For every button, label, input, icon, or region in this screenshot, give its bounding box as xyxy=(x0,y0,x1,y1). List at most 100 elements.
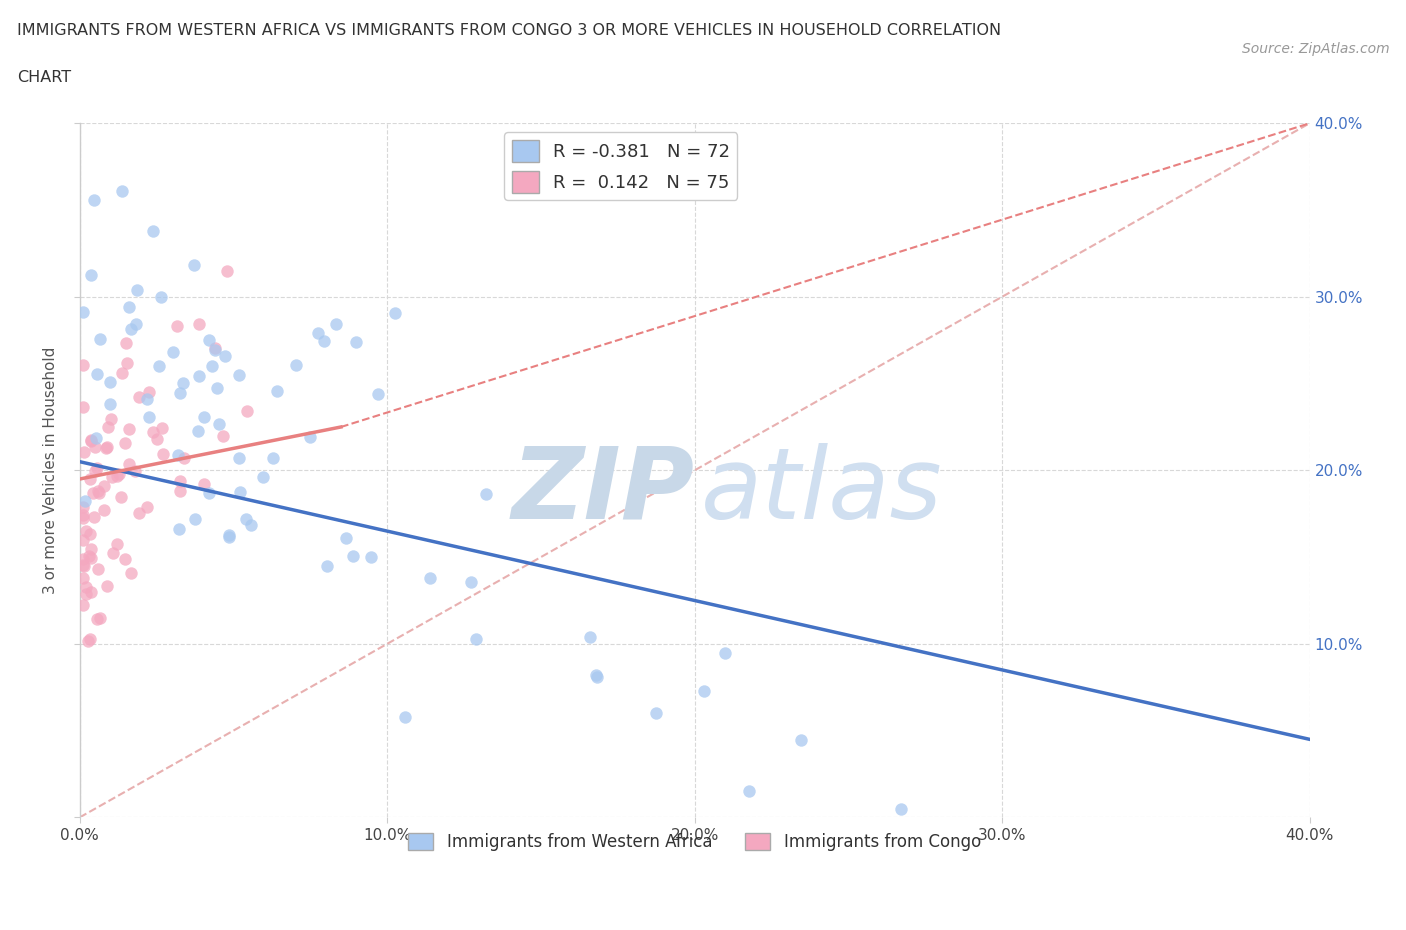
Point xyxy=(118,457,141,472)
Point xyxy=(285,357,308,372)
Point xyxy=(342,549,364,564)
Point xyxy=(72,507,94,522)
Point xyxy=(152,446,174,461)
Point xyxy=(166,447,188,462)
Point xyxy=(128,390,150,405)
Point xyxy=(188,368,211,383)
Point xyxy=(72,552,94,567)
Point xyxy=(83,510,105,525)
Point xyxy=(96,578,118,593)
Point xyxy=(419,570,441,585)
Point xyxy=(644,706,666,721)
Point xyxy=(325,317,347,332)
Point xyxy=(212,428,235,443)
Point xyxy=(135,499,157,514)
Point xyxy=(239,518,262,533)
Point xyxy=(148,359,170,374)
Point xyxy=(87,484,110,498)
Point xyxy=(299,430,322,445)
Point xyxy=(585,668,607,683)
Point xyxy=(86,612,108,627)
Point xyxy=(72,305,94,320)
Point xyxy=(367,387,389,402)
Point xyxy=(75,524,97,538)
Point xyxy=(167,522,190,537)
Point xyxy=(120,322,142,337)
Point xyxy=(184,512,207,526)
Point xyxy=(266,384,288,399)
Point xyxy=(360,550,382,565)
Point xyxy=(172,376,194,391)
Point xyxy=(125,317,148,332)
Point xyxy=(72,598,94,613)
Text: ZIP: ZIP xyxy=(512,443,695,539)
Point xyxy=(89,611,111,626)
Text: Source: ZipAtlas.com: Source: ZipAtlas.com xyxy=(1241,42,1389,56)
Point xyxy=(201,358,224,373)
Point xyxy=(228,451,250,466)
Point xyxy=(100,411,122,426)
Point xyxy=(465,631,488,646)
Point xyxy=(80,432,103,447)
Point xyxy=(169,473,191,488)
Point xyxy=(314,333,336,348)
Text: atlas: atlas xyxy=(700,443,942,539)
Point xyxy=(80,433,103,448)
Point xyxy=(146,432,169,447)
Point xyxy=(80,542,103,557)
Point xyxy=(79,527,101,542)
Point xyxy=(214,349,236,364)
Point xyxy=(162,344,184,359)
Point xyxy=(578,630,600,644)
Point xyxy=(228,485,250,499)
Point xyxy=(714,645,737,660)
Point xyxy=(110,490,132,505)
Point xyxy=(474,486,496,501)
Point xyxy=(217,263,239,278)
Point xyxy=(118,299,141,314)
Point xyxy=(97,419,120,434)
Point xyxy=(72,511,94,525)
Point xyxy=(75,494,97,509)
Point xyxy=(93,478,115,493)
Point xyxy=(150,420,173,435)
Point xyxy=(105,469,128,484)
Point xyxy=(111,365,134,380)
Point xyxy=(315,559,337,574)
Point xyxy=(86,366,108,381)
Point xyxy=(101,470,124,485)
Text: IMMIGRANTS FROM WESTERN AFRICA VS IMMIGRANTS FROM CONGO 3 OR MORE VEHICLES IN HO: IMMIGRANTS FROM WESTERN AFRICA VS IMMIGR… xyxy=(17,23,1001,38)
Point xyxy=(790,733,813,748)
Point xyxy=(79,548,101,563)
Legend: Immigrants from Western Africa, Immigrants from Congo: Immigrants from Western Africa, Immigran… xyxy=(402,826,987,857)
Point xyxy=(96,440,118,455)
Point xyxy=(114,435,136,450)
Point xyxy=(335,531,357,546)
Point xyxy=(138,410,160,425)
Point xyxy=(118,421,141,436)
Point xyxy=(79,472,101,486)
Point xyxy=(738,784,761,799)
Point xyxy=(87,485,110,500)
Point xyxy=(80,551,103,565)
Point xyxy=(100,396,122,411)
Point xyxy=(84,464,107,479)
Point xyxy=(87,562,110,577)
Point xyxy=(218,528,240,543)
Point xyxy=(84,431,107,445)
Point xyxy=(142,223,165,238)
Point xyxy=(77,633,100,648)
Point xyxy=(204,343,226,358)
Point xyxy=(72,400,94,415)
Point xyxy=(236,404,259,418)
Point xyxy=(142,424,165,439)
Point xyxy=(169,386,191,401)
Point xyxy=(124,463,146,478)
Point xyxy=(82,485,104,500)
Point xyxy=(890,802,912,817)
Text: CHART: CHART xyxy=(17,70,70,85)
Point xyxy=(111,184,134,199)
Point xyxy=(73,445,96,459)
Point xyxy=(135,392,157,407)
Point xyxy=(228,368,250,383)
